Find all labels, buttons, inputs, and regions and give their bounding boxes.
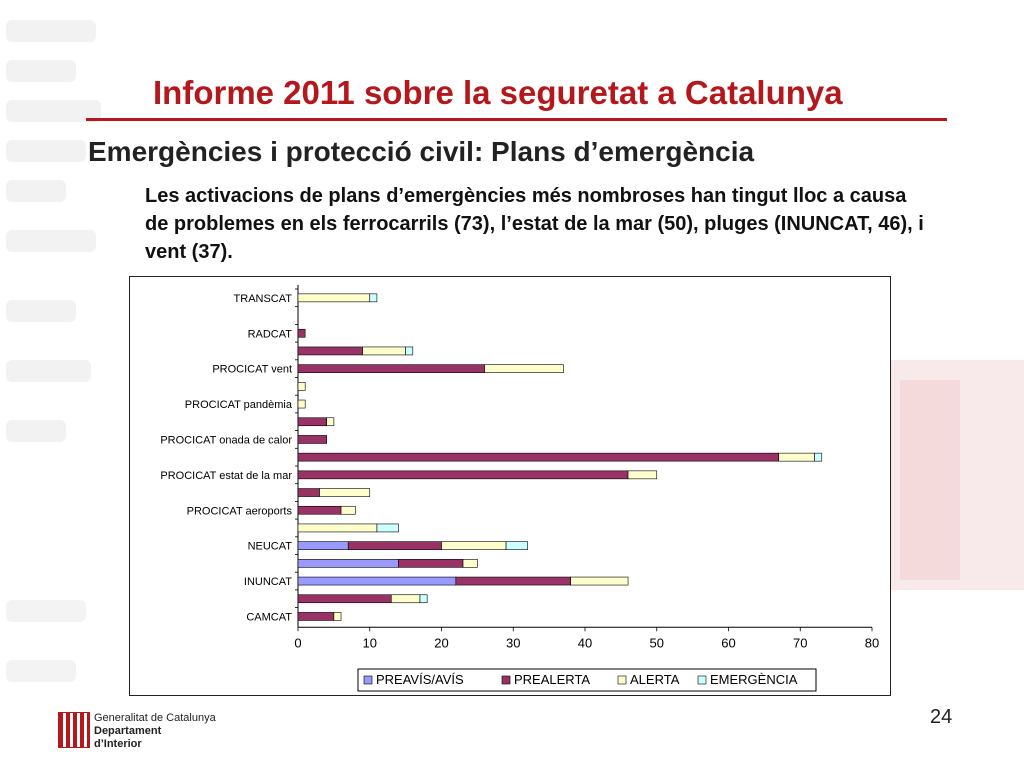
legend-swatch xyxy=(617,675,627,685)
bar-procicat-onada-de-calor-series-1 xyxy=(297,435,328,444)
bar-row11-series-1 xyxy=(297,417,328,427)
y-tick-label: NEUCAT xyxy=(248,541,293,553)
legend-label: EMERGÈNCIA xyxy=(710,672,798,687)
bar-row7-series-1 xyxy=(297,488,320,497)
bar-procicat-pand-mia-series-2 xyxy=(297,399,306,409)
bar-procicat-estat-de-la-mar-series-1 xyxy=(297,470,629,480)
x-tick-label: 10 xyxy=(363,635,377,650)
bar-radcat-series-1 xyxy=(297,328,306,338)
y-tick-label: PROCICAT estat de la mar xyxy=(160,470,292,482)
background-watermark-right-stripe xyxy=(900,380,960,580)
bar-row15-series-1 xyxy=(297,346,363,356)
bar-row7-series-2 xyxy=(319,488,371,497)
bar-procicat-vent-series-1 xyxy=(297,364,485,373)
bar-neucat-series-1 xyxy=(347,541,442,550)
bar-inuncat-series-0 xyxy=(297,576,457,586)
bar-camcat-series-2 xyxy=(333,612,342,621)
bar-row15-series-3 xyxy=(405,346,414,356)
footer-organization: Generalitat de Catalunya Departament d’I… xyxy=(94,712,216,751)
bar-neucat-series-0 xyxy=(297,541,349,550)
y-tick-label: PROCICAT onada de calor xyxy=(160,434,292,446)
bar-row1-series-3 xyxy=(419,594,428,604)
bar-neucat-series-3 xyxy=(505,541,528,550)
slide-body-text: Les activacions de plans d’emergències m… xyxy=(145,185,924,263)
stacked-bar-chart: CAMCAT INUNCAT NEUCAT PROCICAT aeroports PRO… xyxy=(160,285,879,692)
legend-swatch xyxy=(697,675,707,685)
y-tick-label: INUNCAT xyxy=(244,576,292,588)
x-tick-label: 60 xyxy=(721,635,735,650)
y-tick-label: PROCICAT aeroports xyxy=(187,505,293,517)
y-tick-label: PROCICAT pandèmia xyxy=(185,399,293,411)
page-number: 24 xyxy=(930,706,953,728)
bar-row15-series-2 xyxy=(362,346,406,356)
bar-row5-series-2 xyxy=(297,523,378,533)
bar-inuncat-series-1 xyxy=(455,576,571,586)
bar-row9-series-1 xyxy=(297,452,780,462)
x-tick-label: 30 xyxy=(506,635,520,650)
bar-row5-series-3 xyxy=(376,523,399,533)
bar-inuncat-series-2 xyxy=(570,576,629,586)
legend-box xyxy=(357,668,817,692)
footer-line-2: Departament xyxy=(94,725,162,737)
bar-row13-series-2 xyxy=(297,382,306,391)
legend-label: ALERTA xyxy=(630,672,680,687)
x-tick-label: 50 xyxy=(650,635,664,650)
bar-row11-series-2 xyxy=(326,417,335,427)
legend-label: PREAVÍS/AVÍS xyxy=(376,672,464,687)
chart-frame: CAMCAT INUNCAT NEUCAT PROCICAT aeroports PRO… xyxy=(129,276,891,696)
x-tick-label: 40 xyxy=(578,635,592,650)
generalitat-logo xyxy=(58,712,90,748)
footer-line-3: d’Interior xyxy=(94,738,142,750)
footer-line-1: Generalitat de Catalunya xyxy=(94,712,216,724)
bar-row1-series-2 xyxy=(390,594,421,604)
title-divider xyxy=(86,118,947,121)
bar-neucat-series-2 xyxy=(441,541,507,550)
bar-row1-series-1 xyxy=(297,594,392,604)
x-tick-label: 0 xyxy=(294,635,301,650)
x-tick-label: 80 xyxy=(865,635,879,650)
bar-procicat-aeroports-series-2 xyxy=(340,505,356,515)
bar-transcat-series-2 xyxy=(297,293,371,303)
bar-row9-series-2 xyxy=(778,452,815,462)
bar-transcat-series-3 xyxy=(369,293,378,303)
bar-row3-series-2 xyxy=(462,559,478,568)
bar-row3-series-1 xyxy=(398,559,464,568)
legend-swatch xyxy=(501,675,511,685)
y-tick-label: PROCICAT vent xyxy=(212,364,292,376)
slide-title: Informe 2011 sobre la seguretat a Catalu… xyxy=(153,74,843,111)
y-tick-label: CAMCAT xyxy=(246,611,292,623)
x-tick-label: 70 xyxy=(793,635,807,650)
y-tick-label: RADCAT xyxy=(248,328,293,340)
bar-procicat-estat-de-la-mar-series-2 xyxy=(627,470,658,480)
legend-swatch xyxy=(363,675,373,685)
x-tick-label: 20 xyxy=(434,635,448,650)
bar-procicat-vent-series-2 xyxy=(484,364,564,373)
bar-procicat-aeroports-series-1 xyxy=(297,505,342,515)
bar-camcat-series-1 xyxy=(297,612,335,621)
legend-label: PREALERTA xyxy=(514,672,590,687)
bar-row3-series-0 xyxy=(297,559,399,568)
background-watermark-left xyxy=(0,0,120,768)
bar-row9-series-3 xyxy=(814,452,823,462)
slide-subtitle: Emergències i protecció civil: Plans d’e… xyxy=(88,136,755,167)
y-tick-label: TRANSCAT xyxy=(234,293,293,305)
